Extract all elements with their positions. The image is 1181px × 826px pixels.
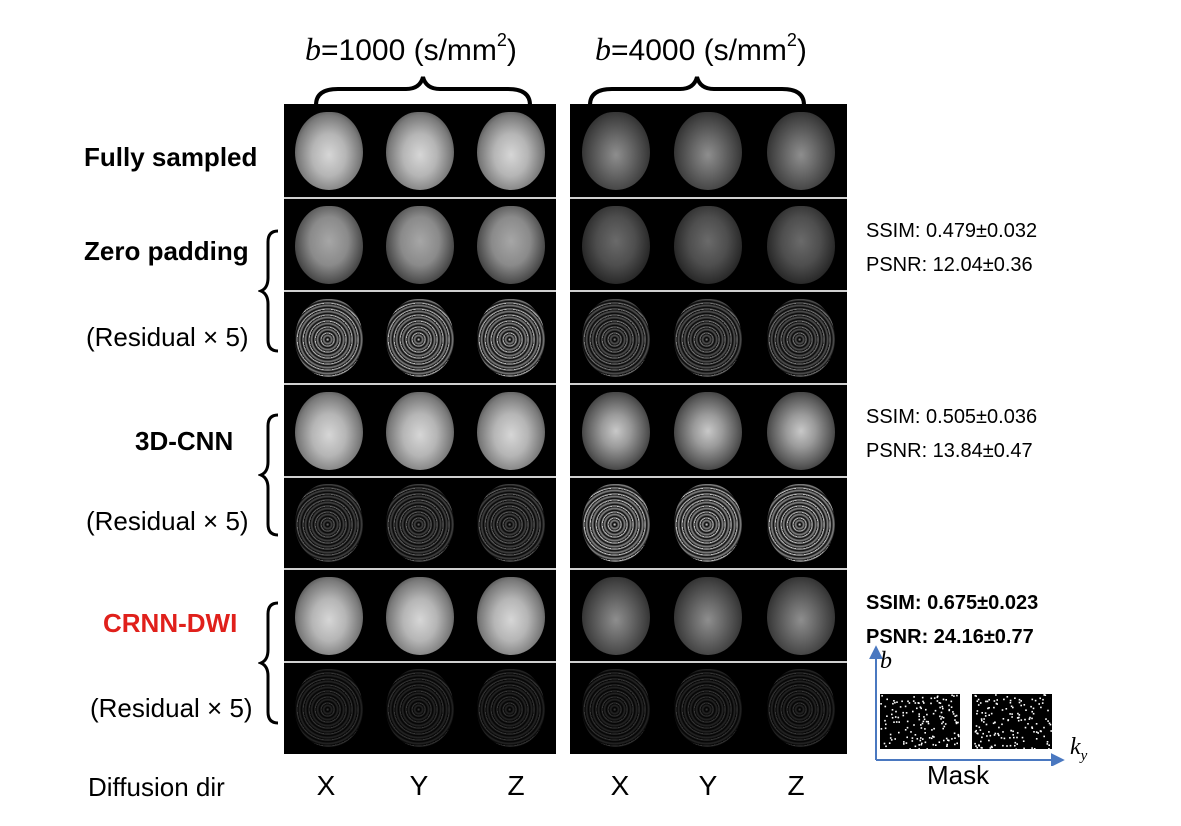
mask-axis-ky: ky (1070, 734, 1088, 764)
ssim-crnn-dwi: SSIM: 0.675±0.023 (866, 592, 1039, 614)
brain-thumbnail (465, 384, 556, 477)
dir-label: X (610, 770, 630, 801)
brain-thumbnail (662, 662, 754, 754)
brain-thumbnail (755, 104, 847, 198)
brain-thumbnail (284, 384, 375, 477)
brain-thumbnail (570, 198, 662, 291)
brain-thumbnail (662, 384, 754, 477)
row-label-crnn-dwi: CRNN-DWI (103, 608, 238, 638)
brain-thumbnail (662, 198, 754, 291)
brain-thumbnail (375, 662, 466, 754)
psnr-crnn-dwi: PSNR: 24.16±0.77 (866, 626, 1034, 648)
brain-thumbnail (465, 569, 556, 662)
brain-thumbnail (375, 104, 466, 198)
metrics-zero-padding: SSIM: 0.479±0.032 PSNR: 12.04±0.36 (866, 214, 1037, 282)
ssim-3d-cnn: SSIM: 0.505±0.036 (866, 406, 1038, 428)
dir-label: Y (409, 770, 429, 801)
brain-thumbnail (284, 569, 375, 662)
image-panel-b1000 (284, 104, 556, 754)
row-brace-zero-padding (258, 229, 279, 353)
row-separator (284, 197, 556, 199)
brain-thumbnail (662, 569, 754, 662)
header-brace-b1000 (314, 76, 532, 106)
row-separator (284, 568, 556, 570)
dir-label: X (316, 770, 336, 801)
brain-thumbnail (284, 477, 375, 569)
brain-thumbnail (570, 384, 662, 477)
row-separator (570, 383, 847, 385)
brain-thumbnail (375, 384, 466, 477)
brain-thumbnail (375, 198, 466, 291)
mask-diagram (869, 645, 1065, 766)
dir-label: Z (787, 770, 805, 801)
dir-label: Y (698, 770, 718, 801)
metrics-crnn-dwi: SSIM: 0.675±0.023 PSNR: 24.16±0.77 (866, 586, 1038, 654)
brain-thumbnail (755, 291, 847, 384)
brain-thumbnail (570, 291, 662, 384)
psnr-3d-cnn: PSNR: 13.84±0.47 (866, 440, 1033, 462)
header-b1000: b=1000 (s/mm2) (305, 30, 517, 67)
brain-thumbnail (284, 198, 375, 291)
row-label-residual-zero-padding: (Residual × 5) (86, 322, 249, 352)
ssim-zero-padding: SSIM: 0.479±0.032 (866, 220, 1038, 242)
brain-thumbnail (465, 477, 556, 569)
brain-thumbnail (465, 291, 556, 384)
brain-thumbnail (375, 477, 466, 569)
brain-thumbnail (755, 477, 847, 569)
brain-thumbnail (465, 662, 556, 754)
brain-thumbnail (662, 291, 754, 384)
brain-thumbnail (284, 104, 375, 198)
metrics-3d-cnn: SSIM: 0.505±0.036 PSNR: 13.84±0.47 (866, 400, 1037, 468)
dir-label: Z (507, 770, 525, 801)
row-separator (284, 383, 556, 385)
diffusion-dir-label: Diffusion dir (88, 772, 225, 802)
row-label-fully-sampled: Fully sampled (84, 142, 258, 172)
mask-axis-b: b (880, 648, 892, 674)
row-separator (570, 290, 847, 292)
brain-thumbnail (755, 662, 847, 754)
psnr-zero-padding: PSNR: 12.04±0.36 (866, 254, 1033, 276)
row-separator (570, 661, 847, 663)
row-separator (284, 290, 556, 292)
brain-thumbnail (570, 662, 662, 754)
brain-thumbnail (755, 569, 847, 662)
row-label-3d-cnn: 3D-CNN (135, 426, 234, 456)
brain-thumbnail (570, 569, 662, 662)
row-separator (284, 661, 556, 663)
brain-thumbnail (755, 198, 847, 291)
row-brace-3d-cnn (258, 413, 279, 537)
brain-thumbnail (375, 569, 466, 662)
row-label-residual-crnn-dwi: (Residual × 5) (90, 693, 253, 723)
header-b4000: b=4000 (s/mm2) (595, 30, 807, 67)
row-separator (284, 476, 556, 478)
row-separator (570, 476, 847, 478)
brain-thumbnail (465, 198, 556, 291)
row-separator (570, 197, 847, 199)
row-label-residual-3d-cnn: (Residual × 5) (86, 506, 249, 536)
image-panel-b4000 (570, 104, 847, 754)
brain-thumbnail (662, 477, 754, 569)
brain-thumbnail (284, 662, 375, 754)
brain-thumbnail (570, 104, 662, 198)
brain-thumbnail (375, 291, 466, 384)
mask-label: Mask (927, 760, 990, 790)
brain-thumbnail (755, 384, 847, 477)
header-brace-b4000 (588, 76, 806, 106)
brain-thumbnail (284, 291, 375, 384)
brain-thumbnail (570, 477, 662, 569)
row-brace-crnn-dwi (258, 601, 279, 725)
row-label-zero-padding: Zero padding (84, 236, 249, 266)
brain-thumbnail (662, 104, 754, 198)
row-separator (570, 568, 847, 570)
brain-thumbnail (465, 104, 556, 198)
